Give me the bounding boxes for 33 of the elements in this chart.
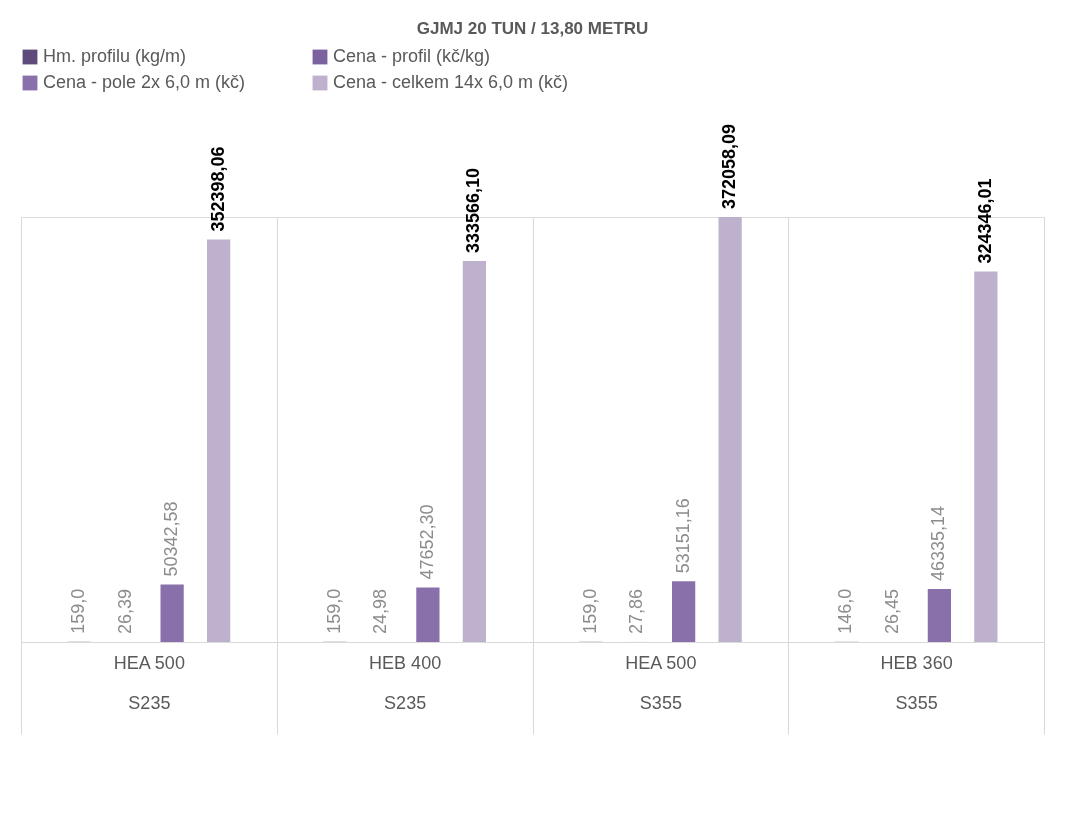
legend-label: Cena - pole 2x 6,0 m (kč) — [43, 72, 246, 92]
bar — [927, 589, 951, 642]
data-label: 159,0 — [323, 588, 344, 634]
data-label: 46335,14 — [928, 505, 949, 582]
bar — [416, 587, 440, 642]
legend-label: Cena - celkem 14x 6,0 m (kč) — [333, 72, 569, 92]
bar — [672, 581, 696, 642]
data-label: 50342,58 — [161, 501, 182, 577]
bar — [718, 217, 742, 642]
legend-label: Hm. profilu (kg/m) — [43, 46, 187, 66]
data-label: 24,98 — [370, 588, 391, 634]
data-label: 26,45 — [881, 588, 902, 634]
data-label: 159,0 — [68, 588, 89, 634]
x-tick-label: HEB 400 S235 — [369, 652, 442, 713]
data-label: 159,0 — [579, 588, 600, 634]
chart-title: GJMJ 20 TUN / 13,80 METRU — [416, 19, 649, 38]
data-label: 27,86 — [626, 588, 647, 634]
data-label: 324346,01 — [974, 178, 995, 264]
bar — [974, 271, 998, 642]
x-tick-label: HEA 500 S235 — [113, 652, 185, 713]
data-label: 26,39 — [114, 588, 135, 634]
data-label: 53151,16 — [672, 498, 693, 574]
bar — [207, 239, 231, 642]
x-tick-label: HEB 360 S355 — [880, 652, 953, 713]
data-label: 333566,10 — [463, 167, 484, 253]
bar — [462, 260, 486, 642]
data-label: 372058,09 — [719, 123, 740, 209]
x-tick-label: HEA 500 S355 — [625, 652, 697, 713]
data-label: 146,0 — [835, 588, 856, 634]
bar — [160, 584, 184, 642]
data-label: 352398,06 — [207, 146, 228, 232]
data-label: 47652,30 — [416, 504, 437, 580]
legend-label: Cena - profil (kč/kg) — [333, 46, 491, 66]
